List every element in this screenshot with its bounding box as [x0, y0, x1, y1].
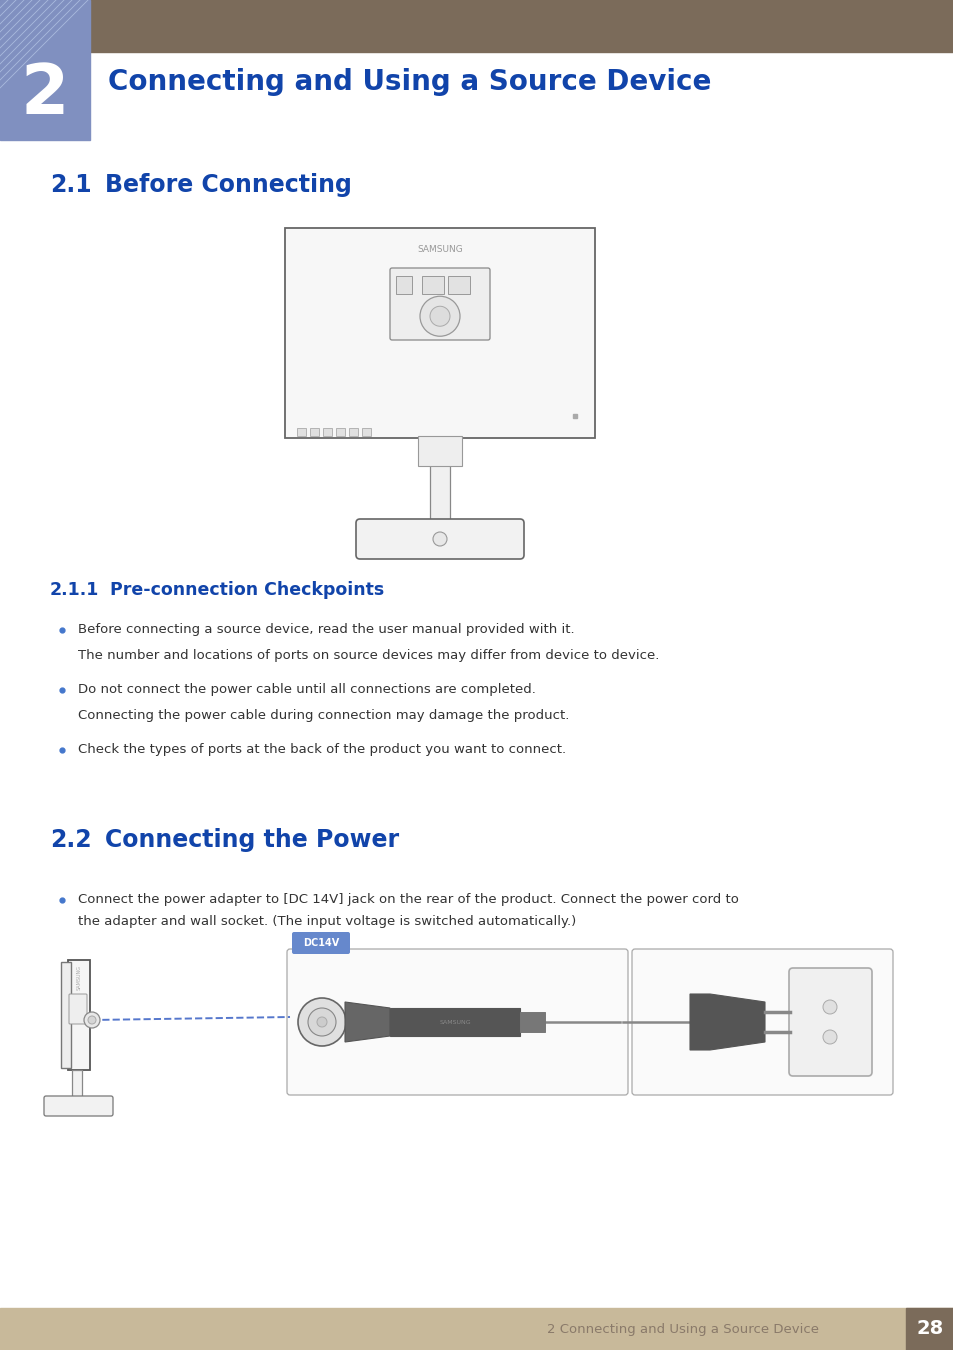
- FancyBboxPatch shape: [355, 518, 523, 559]
- Text: Do not connect the power cable until all connections are completed.: Do not connect the power cable until all…: [78, 683, 536, 697]
- Text: SAMSUNG: SAMSUNG: [76, 965, 81, 991]
- Bar: [390, 1008, 519, 1035]
- Bar: [417, 436, 461, 466]
- Bar: [68, 960, 90, 1071]
- Polygon shape: [689, 994, 764, 1050]
- FancyBboxPatch shape: [292, 931, 350, 954]
- Text: Before connecting a source device, read the user manual provided with it.: Before connecting a source device, read …: [78, 624, 574, 636]
- Bar: [310, 428, 318, 436]
- Text: 2: 2: [21, 62, 70, 128]
- Circle shape: [433, 532, 447, 545]
- Circle shape: [316, 1017, 327, 1027]
- Circle shape: [88, 1017, 96, 1025]
- Bar: [335, 428, 345, 436]
- Circle shape: [297, 998, 346, 1046]
- Text: 28: 28: [916, 1319, 943, 1338]
- Text: Connecting the power cable during connection may damage the product.: Connecting the power cable during connec…: [78, 709, 569, 721]
- Bar: [0, 1308, 953, 1350]
- Text: 2.2: 2.2: [50, 828, 91, 852]
- Circle shape: [308, 1008, 335, 1035]
- Text: 2.1: 2.1: [50, 173, 91, 197]
- Text: Pre-connection Checkpoints: Pre-connection Checkpoints: [110, 580, 384, 599]
- Bar: [296, 428, 306, 436]
- Circle shape: [822, 1030, 836, 1044]
- Bar: [71, 1071, 82, 1100]
- Text: 2 Connecting and Using a Source Device: 2 Connecting and Using a Source Device: [546, 1323, 818, 1335]
- FancyBboxPatch shape: [631, 949, 892, 1095]
- Bar: [421, 275, 443, 294]
- Text: Connecting the Power: Connecting the Power: [105, 828, 398, 852]
- Text: Before Connecting: Before Connecting: [105, 173, 352, 197]
- FancyBboxPatch shape: [788, 968, 871, 1076]
- Text: DC14V: DC14V: [302, 938, 338, 948]
- Text: 2.1.1: 2.1.1: [50, 580, 99, 599]
- Bar: [448, 275, 470, 294]
- Text: the adapter and wall socket. (The input voltage is switched automatically.): the adapter and wall socket. (The input …: [78, 915, 576, 929]
- Bar: [0, 0, 953, 53]
- Text: Connect the power adapter to [DC 14V] jack on the rear of the product. Connect t: Connect the power adapter to [DC 14V] ja…: [78, 894, 739, 906]
- Bar: [430, 437, 450, 522]
- Bar: [323, 428, 332, 436]
- FancyBboxPatch shape: [69, 994, 87, 1025]
- Circle shape: [430, 306, 450, 327]
- Circle shape: [84, 1012, 100, 1027]
- Circle shape: [419, 296, 459, 336]
- Bar: [0, 0, 90, 140]
- Bar: [519, 1012, 544, 1031]
- Bar: [905, 1308, 953, 1350]
- Text: Connecting and Using a Source Device: Connecting and Using a Source Device: [108, 68, 711, 96]
- Bar: [61, 963, 71, 1068]
- FancyBboxPatch shape: [285, 228, 595, 437]
- Text: Check the types of ports at the back of the product you want to connect.: Check the types of ports at the back of …: [78, 744, 565, 756]
- Text: The number and locations of ports on source devices may differ from device to de: The number and locations of ports on sou…: [78, 648, 659, 662]
- Bar: [361, 428, 371, 436]
- FancyBboxPatch shape: [390, 269, 490, 340]
- Text: SAMSUNG: SAMSUNG: [416, 246, 462, 255]
- Text: SAMSUNG: SAMSUNG: [438, 1019, 471, 1025]
- Bar: [349, 428, 357, 436]
- Circle shape: [822, 1000, 836, 1014]
- FancyBboxPatch shape: [287, 949, 627, 1095]
- Polygon shape: [345, 1002, 390, 1042]
- Bar: [395, 275, 412, 294]
- FancyBboxPatch shape: [44, 1096, 112, 1116]
